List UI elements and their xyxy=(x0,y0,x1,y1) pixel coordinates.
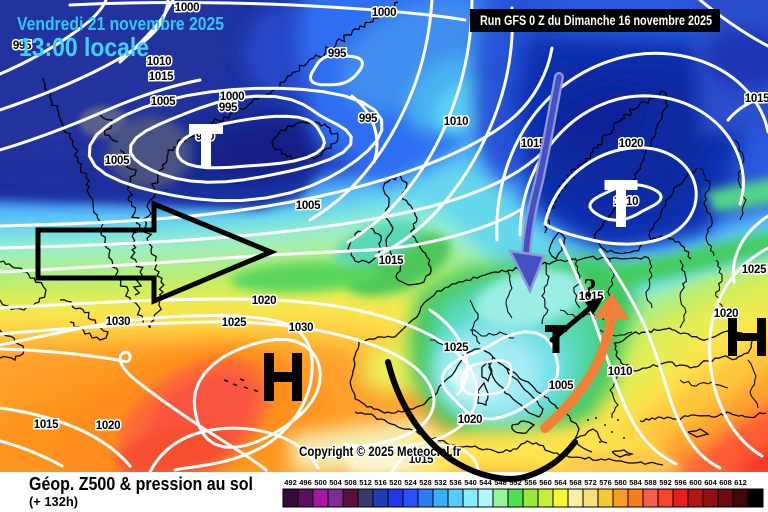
svg-text:572: 572 xyxy=(584,478,597,487)
svg-text:1020: 1020 xyxy=(714,308,738,320)
svg-text:1005: 1005 xyxy=(296,200,321,212)
svg-text:552: 552 xyxy=(509,478,522,487)
svg-text:528: 528 xyxy=(419,478,432,487)
svg-text:Géop. Z500 & pression au sol: Géop. Z500 & pression au sol xyxy=(29,474,253,494)
svg-text:592: 592 xyxy=(659,478,672,487)
svg-text:604: 604 xyxy=(704,478,717,487)
svg-text:Vendredi 21 novembre 2025: Vendredi 21 novembre 2025 xyxy=(17,14,224,34)
svg-text:1005: 1005 xyxy=(105,155,130,167)
svg-text:540: 540 xyxy=(464,478,477,487)
svg-text:1010: 1010 xyxy=(444,116,468,128)
svg-text:995: 995 xyxy=(219,102,238,114)
svg-text:Run GFS 0 Z du Dimanche 16 nov: Run GFS 0 Z du Dimanche 16 novembre 2025 xyxy=(480,12,712,28)
svg-text:544: 544 xyxy=(479,478,492,487)
svg-text:1015: 1015 xyxy=(745,93,768,105)
svg-text:1025: 1025 xyxy=(742,264,767,276)
svg-text:584: 584 xyxy=(629,478,642,487)
svg-text:520: 520 xyxy=(389,478,402,487)
svg-text:1010: 1010 xyxy=(608,366,632,378)
svg-text:995: 995 xyxy=(359,113,378,125)
svg-text:1005: 1005 xyxy=(549,380,574,392)
svg-text:556: 556 xyxy=(524,478,537,487)
svg-text:1030: 1030 xyxy=(106,316,130,328)
svg-text:13:00 locale: 13:00 locale xyxy=(19,32,149,62)
svg-text:524: 524 xyxy=(404,478,417,487)
svg-text:1015: 1015 xyxy=(379,255,404,267)
svg-text:1005: 1005 xyxy=(151,96,176,108)
svg-text:1015: 1015 xyxy=(149,71,174,83)
svg-text:1020: 1020 xyxy=(619,138,643,150)
svg-text:608: 608 xyxy=(719,478,732,487)
svg-text:532: 532 xyxy=(434,478,447,487)
svg-text:1010: 1010 xyxy=(147,56,171,68)
svg-text:1000: 1000 xyxy=(372,7,396,19)
svg-text:492: 492 xyxy=(284,478,297,487)
svg-text:1030: 1030 xyxy=(289,322,313,334)
svg-text:612: 612 xyxy=(734,478,747,487)
svg-text:576: 576 xyxy=(599,478,612,487)
svg-text:496: 496 xyxy=(299,478,312,487)
svg-text:580: 580 xyxy=(614,478,627,487)
svg-text:1020: 1020 xyxy=(458,414,482,426)
svg-text:1020: 1020 xyxy=(252,295,276,307)
svg-text:1000: 1000 xyxy=(220,91,244,103)
svg-text:508: 508 xyxy=(344,478,357,487)
svg-text:564: 564 xyxy=(554,478,567,487)
svg-text:548: 548 xyxy=(494,478,507,487)
svg-text:995: 995 xyxy=(328,48,347,60)
svg-text:1015: 1015 xyxy=(409,454,434,466)
svg-text:1020: 1020 xyxy=(96,420,120,432)
svg-text:536: 536 xyxy=(449,478,462,487)
svg-text:1000: 1000 xyxy=(175,2,199,14)
svg-text:516: 516 xyxy=(374,478,387,487)
svg-text:(+ 132h): (+ 132h) xyxy=(29,495,78,509)
svg-text:1025: 1025 xyxy=(444,342,469,354)
svg-text:1025: 1025 xyxy=(222,317,247,329)
svg-text:560: 560 xyxy=(539,478,552,487)
svg-text:500: 500 xyxy=(314,478,327,487)
svg-text:596: 596 xyxy=(674,478,687,487)
svg-text:588: 588 xyxy=(644,478,657,487)
svg-text:1015: 1015 xyxy=(34,419,59,431)
svg-text:568: 568 xyxy=(569,478,582,487)
svg-text:600: 600 xyxy=(689,478,702,487)
svg-text:?: ? xyxy=(583,273,597,303)
svg-text:995: 995 xyxy=(13,40,32,52)
svg-text:512: 512 xyxy=(359,478,372,487)
svg-text:Copyright © 2025 Meteociel.fr: Copyright © 2025 Meteociel.fr xyxy=(299,444,462,459)
svg-text:504: 504 xyxy=(329,478,342,487)
